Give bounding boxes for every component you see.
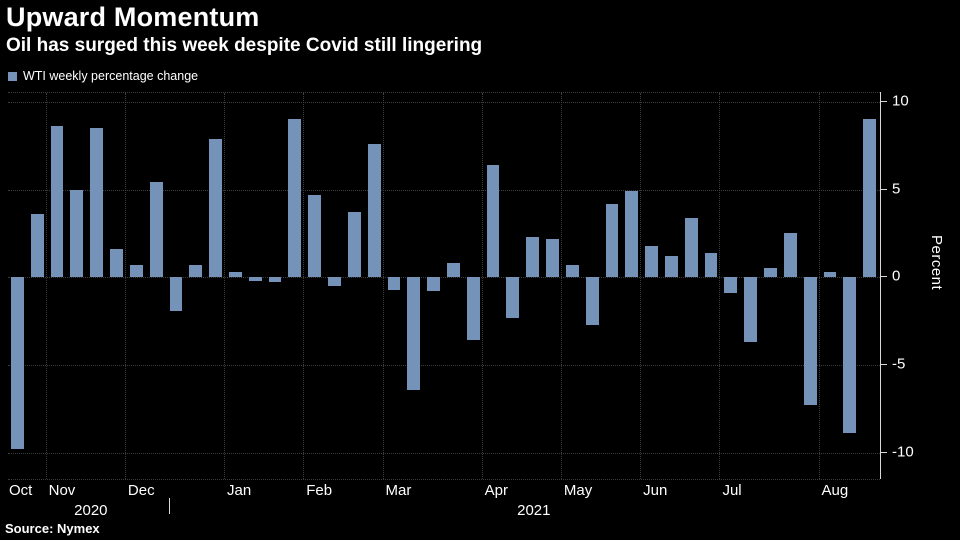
gridline-horizontal [8,101,880,103]
gridline-vertical [124,93,126,479]
bar [149,182,163,278]
bar [90,128,104,278]
gridline-vertical [224,93,225,479]
y-tick-label: 5 [892,180,901,197]
gridline-vertical [382,93,384,479]
x-tick-label: Oct [9,482,33,499]
y-axis-title: Percent [928,235,945,291]
y-tick-mark [881,451,887,453]
x-tick-label: Mar [385,482,412,499]
legend: WTI weekly percentage change [8,69,198,83]
gridline-horizontal [8,452,880,454]
gridline-horizontal [8,364,880,366]
chart-subtitle: Oil has surged this week despite Covid s… [6,35,483,56]
plot-area [8,92,880,480]
bar [407,277,421,390]
y-tick-mark [881,276,887,278]
bar [486,164,500,278]
y-tick-mark [881,188,887,190]
bar [744,277,758,343]
bar [308,194,322,278]
x-tick-label: Jul [722,482,742,499]
bar [110,249,123,278]
bar [129,264,143,278]
x-tick-label: Aug [821,482,849,499]
bar [209,138,222,278]
bar [50,126,64,278]
gridline-horizontal [8,277,880,279]
year-divider-tick [169,498,171,514]
bar [764,268,777,278]
y-tick-label: -5 [892,355,906,373]
gridline-vertical [45,93,47,479]
gridline-vertical [303,93,305,479]
bar [585,277,599,325]
bar [466,277,480,341]
y-tick-label: 10 [892,92,909,110]
gridline-vertical [719,93,721,479]
y-tick-label: -10 [892,443,914,461]
x-year-label: 2020 [74,502,108,519]
gridline-horizontal [8,189,880,191]
bar [546,238,559,278]
bar [843,277,857,434]
bar [169,277,183,311]
bar [704,252,718,278]
bar [347,212,361,278]
x-tick-label: Apr [484,482,508,499]
x-tick-label: Nov [48,482,76,499]
y-tick-mark [881,100,887,102]
bar [367,143,381,278]
bar [268,277,282,283]
bar [645,245,658,278]
legend-label: WTI weekly percentage change [23,69,199,83]
bar [328,277,341,286]
bar [684,217,698,278]
bar [248,277,262,281]
y-tick-label: 0 [892,267,901,285]
bar [625,191,639,278]
bar [427,277,440,292]
gridline-vertical [640,93,642,479]
bar [783,233,797,278]
legend-swatch-icon [8,71,17,81]
x-tick-label: May [563,482,593,499]
bar [11,277,24,450]
page-title: Upward Momentum [6,2,260,32]
bar [565,264,579,278]
bar [288,119,302,278]
bar [387,277,401,290]
bar [506,277,520,318]
gridline-vertical [481,93,483,479]
bar [229,271,242,278]
gridline-vertical [818,93,820,479]
bar [70,189,84,278]
bar [30,214,44,278]
x-tick-label: Jan [227,482,252,499]
x-year-label: 2021 [517,502,551,519]
x-tick-label: Dec [127,482,155,499]
bar [526,236,540,278]
source-note: Source: Nymex [5,521,100,536]
bar [823,271,837,278]
y-tick-mark [881,363,887,365]
x-tick-label: Jun [643,482,668,499]
gridline-vertical [560,93,562,479]
bar [863,119,876,278]
bar [803,277,817,406]
bar [665,256,678,278]
bar [447,263,460,278]
y-axis-line [880,92,881,479]
bar [189,264,203,278]
bar [724,277,738,293]
x-tick-label: Feb [306,482,333,499]
bar [605,203,619,278]
